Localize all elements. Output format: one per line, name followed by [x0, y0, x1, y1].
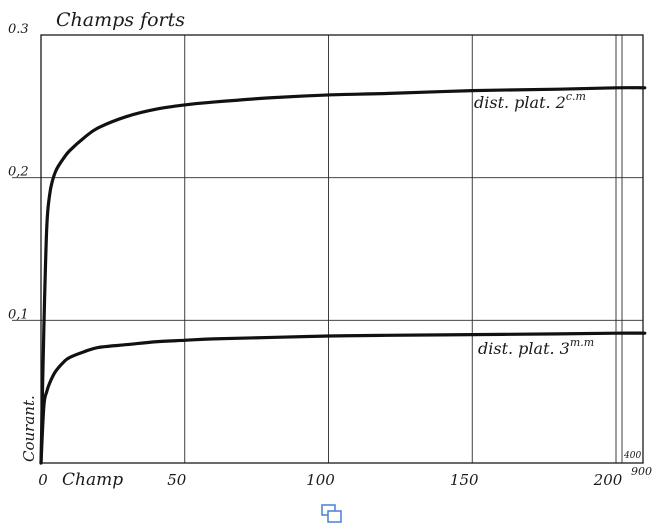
series-layer: dist. plat. 2c.m dist. plat. 3m.m — [39, 86, 647, 465]
series-label-2: dist. plat. 3m.m — [478, 336, 594, 358]
x-tick-label: 200 — [593, 471, 623, 489]
axis-end-top-label: 400 — [623, 451, 641, 461]
x-tick-label: 50 — [167, 471, 187, 489]
series-label-1: dist. plat. 2c.m — [474, 90, 586, 112]
y-tick-label: 0.3 — [8, 22, 29, 37]
series-line-1 — [39, 86, 647, 465]
expand-icon[interactable] — [320, 503, 344, 525]
tick-labels: 0 50 100 150 200 0,1 0,2 0.3 — [8, 22, 623, 489]
x-tick-label: 150 — [450, 471, 479, 489]
x-tick-label: 100 — [306, 471, 335, 489]
x-tick-label: 0 — [38, 471, 48, 489]
chart-title: Champs forts — [56, 9, 185, 31]
y-tick-label: 0,2 — [8, 165, 29, 180]
plot-frame — [40, 34, 644, 464]
series-line-2 — [39, 331, 647, 465]
grid — [12, 35, 643, 463]
axis-end-bottom-label: 900 — [631, 465, 652, 478]
axes — [40, 34, 644, 464]
y-axis-label: Courant. — [20, 395, 38, 462]
y-tick-label: 0,1 — [8, 307, 29, 322]
x-axis-label: Champ — [62, 470, 123, 490]
